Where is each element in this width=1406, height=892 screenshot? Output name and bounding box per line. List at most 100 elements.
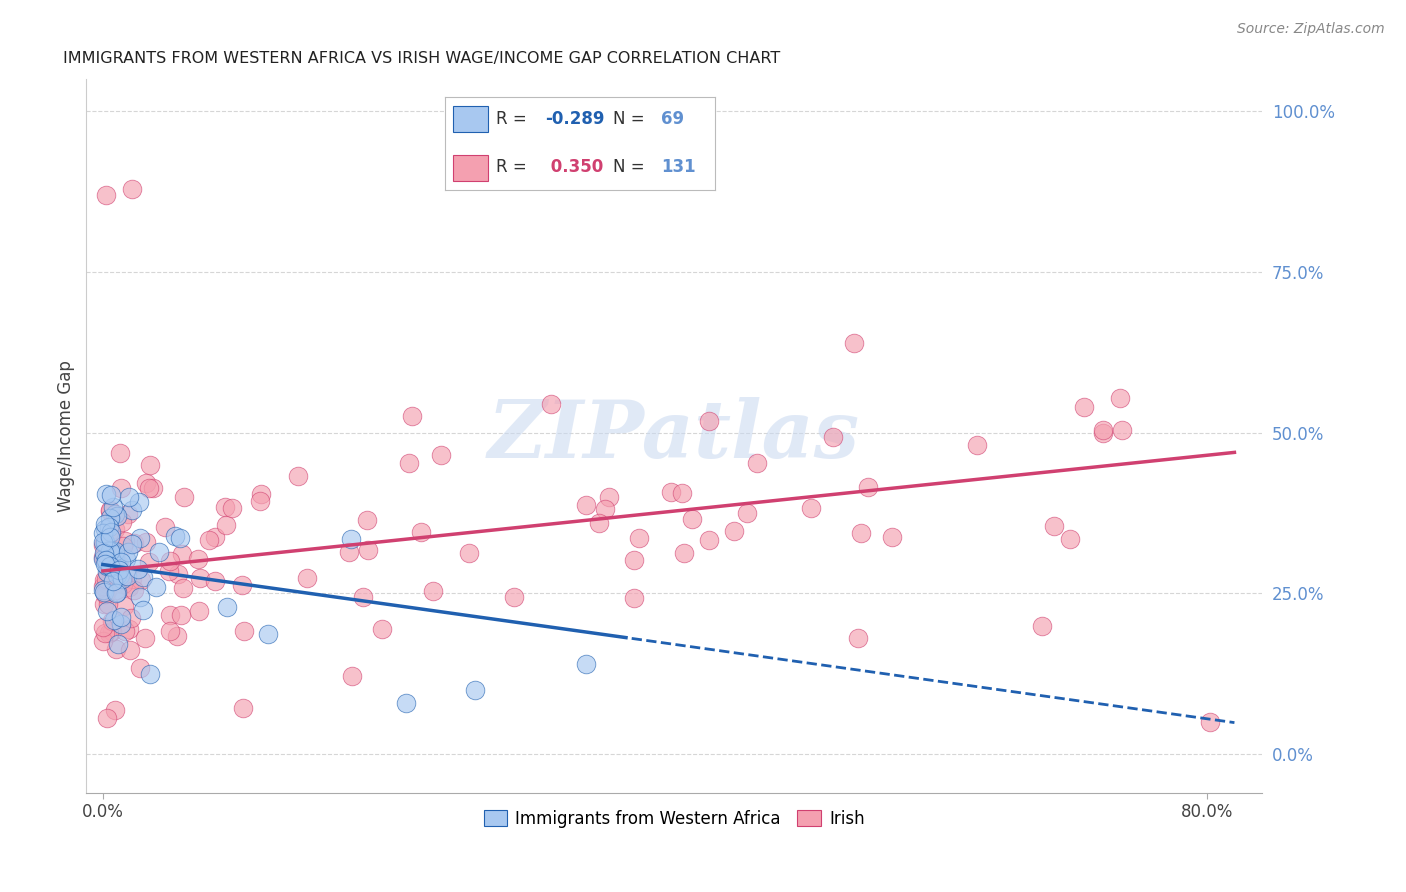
Point xyxy=(115,569,138,583)
Point xyxy=(91,551,114,566)
Point xyxy=(121,537,143,551)
Point xyxy=(107,558,129,572)
Point xyxy=(104,544,127,558)
Point xyxy=(101,500,124,514)
Point xyxy=(100,527,122,541)
Point xyxy=(503,590,526,604)
Point xyxy=(1031,618,1053,632)
Point xyxy=(100,488,122,502)
Point xyxy=(735,506,758,520)
Point xyxy=(104,641,127,656)
Point xyxy=(114,624,136,639)
Point xyxy=(118,622,141,636)
Point xyxy=(142,481,165,495)
Point xyxy=(842,335,865,350)
Point xyxy=(93,573,115,587)
Point xyxy=(357,543,380,558)
Point xyxy=(250,487,273,501)
Point xyxy=(134,631,156,645)
Point xyxy=(148,544,170,558)
Point xyxy=(101,624,124,639)
Point xyxy=(114,533,136,548)
Point xyxy=(108,446,131,460)
Point xyxy=(215,518,238,533)
Point xyxy=(132,569,155,583)
Point xyxy=(118,491,141,505)
Point xyxy=(422,583,444,598)
Point xyxy=(98,544,121,558)
Point xyxy=(370,622,392,636)
Point xyxy=(170,607,193,622)
Point xyxy=(623,553,645,567)
Point xyxy=(1111,423,1133,437)
Point xyxy=(94,487,117,501)
Y-axis label: Wage/Income Gap: Wage/Income Gap xyxy=(58,360,75,512)
Point xyxy=(598,490,620,504)
Point xyxy=(121,503,143,517)
Point xyxy=(155,520,177,534)
Point xyxy=(94,537,117,551)
Point xyxy=(94,625,117,640)
Point xyxy=(673,546,696,560)
Point xyxy=(91,525,114,540)
Point xyxy=(588,516,610,531)
Point xyxy=(823,430,845,444)
Point xyxy=(93,534,115,549)
Point xyxy=(628,532,651,546)
Point xyxy=(697,533,720,547)
Point xyxy=(1199,714,1222,729)
Point xyxy=(287,468,309,483)
Point xyxy=(96,583,118,598)
Point xyxy=(101,556,124,570)
Point xyxy=(94,516,117,531)
Point xyxy=(135,476,157,491)
Point xyxy=(129,573,152,587)
Point xyxy=(103,561,125,575)
Point xyxy=(169,531,191,545)
Point xyxy=(231,578,253,592)
Point xyxy=(110,617,132,632)
Point xyxy=(118,581,141,595)
Point xyxy=(111,516,134,530)
Point xyxy=(96,558,118,573)
Point xyxy=(395,696,418,710)
Point xyxy=(401,409,423,424)
Point xyxy=(107,564,129,578)
Point xyxy=(575,498,598,512)
Point xyxy=(215,599,238,614)
Point xyxy=(108,557,131,571)
Point xyxy=(135,535,157,549)
Point xyxy=(172,547,194,561)
Point xyxy=(107,637,129,651)
Point xyxy=(91,550,114,565)
Point xyxy=(128,661,150,675)
Point xyxy=(295,571,318,585)
Point xyxy=(110,482,132,496)
Point xyxy=(172,581,194,595)
Point xyxy=(128,531,150,545)
Point xyxy=(1091,423,1114,437)
Point xyxy=(1092,425,1115,440)
Point xyxy=(91,579,114,593)
Point xyxy=(93,597,115,611)
Point xyxy=(103,574,125,589)
Point xyxy=(128,591,150,605)
Point xyxy=(94,557,117,571)
Point xyxy=(94,188,117,202)
Point xyxy=(846,632,869,646)
Point xyxy=(257,627,280,641)
Point xyxy=(97,625,120,640)
Point xyxy=(96,573,118,587)
Point xyxy=(139,458,162,472)
Point xyxy=(128,495,150,509)
Point xyxy=(131,603,153,617)
Point xyxy=(593,501,616,516)
Point xyxy=(188,571,211,585)
Point xyxy=(110,610,132,624)
Point xyxy=(103,614,125,628)
Point xyxy=(93,551,115,566)
Point xyxy=(880,530,903,544)
Point xyxy=(747,457,769,471)
Point xyxy=(233,624,256,639)
Point xyxy=(96,604,118,618)
